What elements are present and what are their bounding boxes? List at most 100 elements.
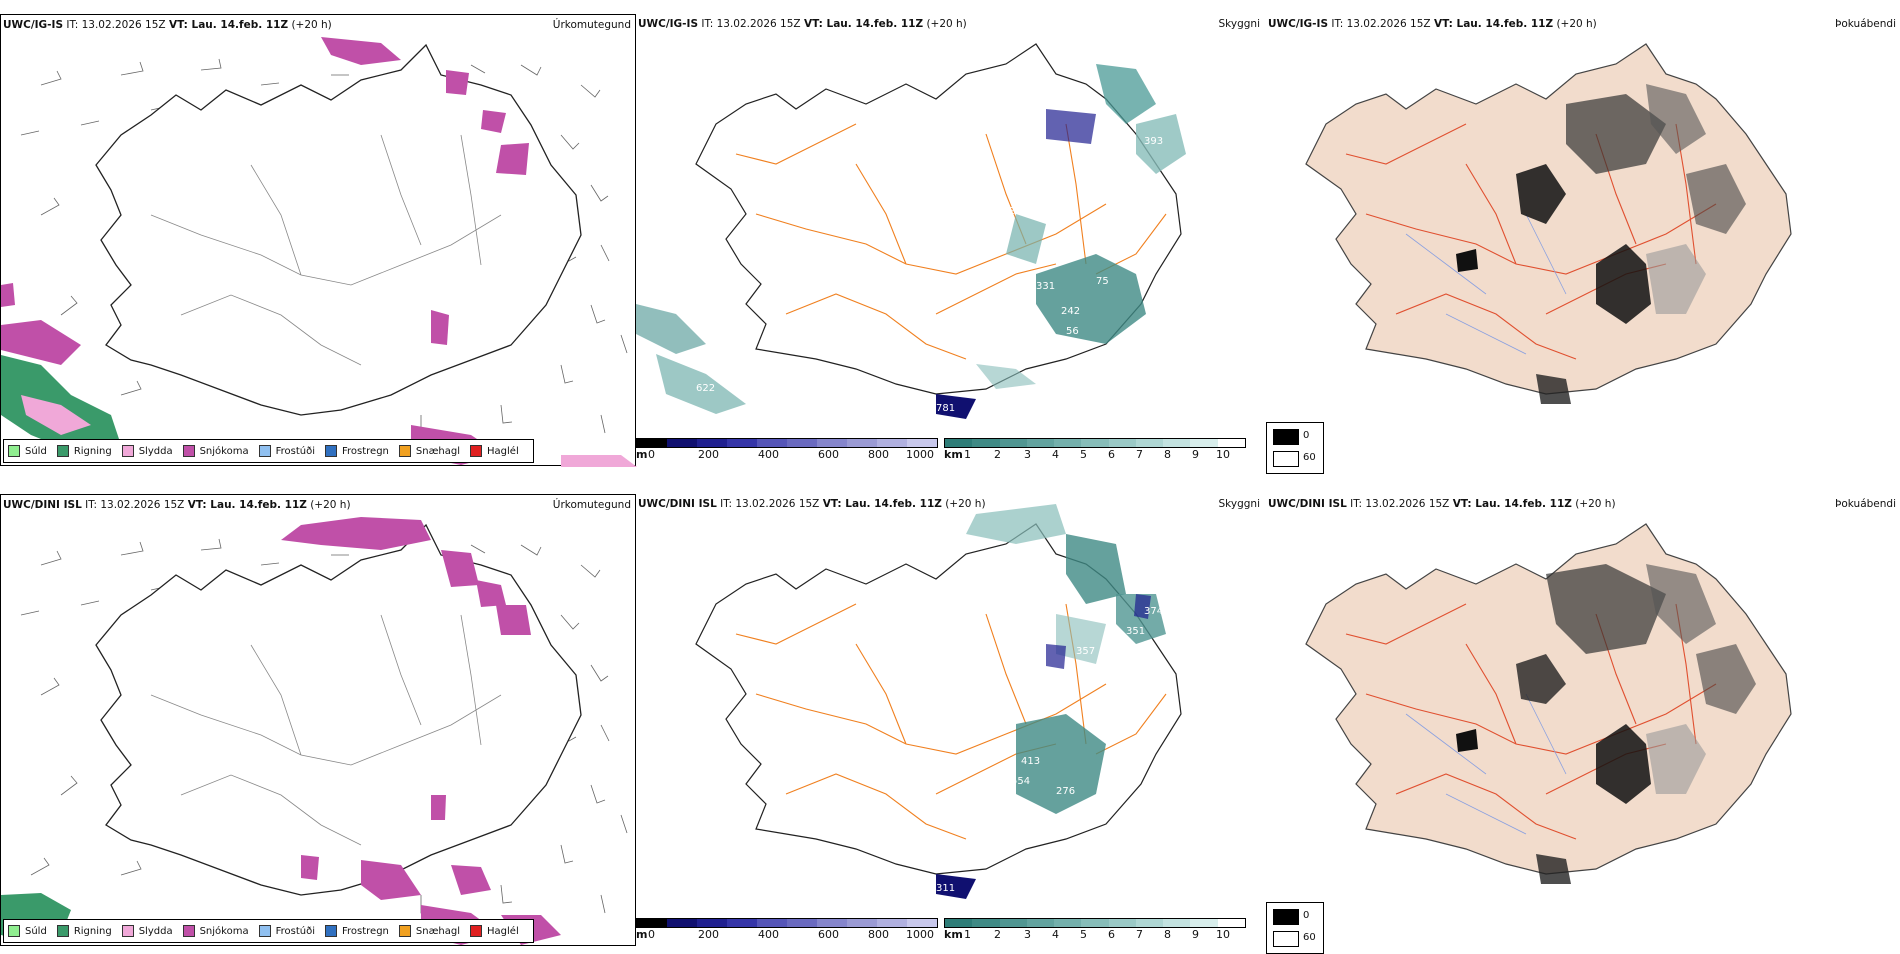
panel-header: UWC/IG-IS IT: 13.02.2026 15Z VT: Lau. 14… bbox=[1268, 18, 1597, 30]
legend-item: Rigning bbox=[56, 925, 112, 937]
fog-map bbox=[1305, 523, 1792, 884]
precip-type-legend: Súld Rigning Slydda Snjókoma Frostúði Fr… bbox=[3, 919, 534, 943]
visibility-map: 572 335 393 331 457 242 75 781 622 56 bbox=[636, 43, 1186, 419]
wind-barbs bbox=[20, 538, 628, 914]
panel-header: UWC/DINI ISL IT: 13.02.2026 15Z VT: Lau.… bbox=[638, 498, 986, 510]
colorbar-tick: 800 bbox=[868, 928, 889, 941]
legend-item: Súld bbox=[8, 925, 47, 937]
colorbar-tick: 1000 bbox=[906, 928, 934, 941]
roads bbox=[735, 603, 1167, 840]
visibility-value: 242 bbox=[1061, 306, 1080, 317]
panel-header: UWC/IG-IS IT: 13.02.2026 15Z VT: Lau. 14… bbox=[638, 18, 967, 30]
colorbar-tick: 10 bbox=[1216, 928, 1230, 941]
colorbar-unit: km bbox=[944, 928, 963, 941]
legend-item: Haglél bbox=[470, 445, 519, 457]
fog-legend-label: 60 bbox=[1303, 452, 1316, 463]
visibility-value: 75 bbox=[1096, 276, 1109, 287]
legend-item: Snæhagl bbox=[398, 925, 460, 937]
panel-header: UWC/DINI ISL IT: 13.02.2026 15Z VT: Lau.… bbox=[3, 499, 351, 511]
colorbar-tick: 7 bbox=[1136, 928, 1143, 941]
fog-legend-swatch bbox=[1273, 931, 1299, 947]
visibility-value: 781 bbox=[936, 403, 955, 414]
colorbar-tick: 4 bbox=[1052, 448, 1059, 461]
colorbar-tick: 2 bbox=[994, 448, 1001, 461]
roads bbox=[150, 134, 502, 366]
visibility-panel-row2: UWC/DINI ISL IT: 13.02.2026 15Z VT: Lau.… bbox=[636, 494, 1266, 946]
visibility-value: 457 bbox=[1016, 296, 1035, 307]
legend-item: Súld bbox=[8, 445, 47, 457]
legend-item: Frostregn bbox=[325, 925, 389, 937]
panel-title: Úrkomutegund bbox=[552, 499, 631, 511]
visibility-value: 554 bbox=[1011, 776, 1030, 787]
visibility-shapes bbox=[936, 504, 1166, 899]
visibility-map: 374 351 357 413 554 276 202 311 bbox=[695, 504, 1182, 899]
legend-item: Slydda bbox=[121, 925, 173, 937]
panel-title: Þokuábendi bbox=[1835, 18, 1896, 30]
colorbar-tick: 800 bbox=[868, 448, 889, 461]
colorbar-tick: 3 bbox=[1024, 448, 1031, 461]
panel-title: Þokuábendi bbox=[1835, 498, 1896, 510]
colorbar-tick: 9 bbox=[1192, 448, 1199, 461]
roads bbox=[150, 614, 502, 846]
visibility-value: 622 bbox=[696, 383, 715, 394]
fog-legend: 0 60 bbox=[1266, 902, 1324, 954]
fog-panel-row1: UWC/IG-IS IT: 13.02.2026 15Z VT: Lau. 14… bbox=[1266, 14, 1900, 474]
fog-panel-row2: UWC/DINI ISL IT: 13.02.2026 15Z VT: Lau.… bbox=[1266, 494, 1900, 954]
fog-legend-swatch bbox=[1273, 429, 1299, 445]
colorbar-unit: km bbox=[944, 448, 963, 461]
visibility-value: 572 bbox=[996, 206, 1015, 217]
colorbar-unit: m bbox=[636, 928, 648, 941]
fog-legend: 0 60 bbox=[1266, 422, 1324, 474]
colorbar-tick: 7 bbox=[1136, 448, 1143, 461]
colorbar-tick: 200 bbox=[698, 448, 719, 461]
precip-type-legend: Súld Rigning Slydda Snjókoma Frostúði Fr… bbox=[3, 439, 534, 463]
visibility-panel-row1: UWC/IG-IS IT: 13.02.2026 15Z VT: Lau. 14… bbox=[636, 14, 1266, 466]
fog-map bbox=[1305, 43, 1792, 404]
visibility-value: 331 bbox=[1036, 281, 1055, 292]
legend-item: Haglél bbox=[470, 925, 519, 937]
visibility-value-labels: 374 351 357 413 554 276 202 311 bbox=[936, 606, 1163, 894]
colorbar-tick: 1 bbox=[964, 928, 971, 941]
rivers bbox=[1405, 213, 1567, 355]
fog-shapes bbox=[1456, 564, 1756, 884]
visibility-value: 357 bbox=[1076, 646, 1095, 657]
height-colorbar-bar bbox=[636, 438, 938, 448]
colorbar-tick: 400 bbox=[758, 448, 779, 461]
legend-item: Snjókoma bbox=[182, 925, 249, 937]
precip-map bbox=[1, 37, 637, 467]
colorbar-tick: 8 bbox=[1164, 928, 1171, 941]
visibility-value: 335 bbox=[1099, 156, 1118, 167]
panel-title: Skyggni bbox=[1218, 498, 1261, 510]
panel-title: Skyggni bbox=[1218, 18, 1261, 30]
visibility-value: 393 bbox=[1144, 136, 1163, 147]
colorbar-tick: 8 bbox=[1164, 448, 1171, 461]
panel-title: Úrkomutegund bbox=[552, 19, 631, 31]
legend-item: Snæhagl bbox=[398, 445, 460, 457]
visibility-value-labels: 572 335 393 331 457 242 75 781 622 56 bbox=[696, 136, 1163, 414]
precip-type-panel-row1: UWC/IG-IS IT: 13.02.2026 15Z VT: Lau. 14… bbox=[0, 14, 637, 467]
iceland-outline bbox=[95, 523, 582, 896]
colorbar-tick: 400 bbox=[758, 928, 779, 941]
height-colorbar-bar bbox=[636, 918, 938, 928]
fog-legend-label: 0 bbox=[1303, 910, 1310, 921]
colorbar-tick: 4 bbox=[1052, 928, 1059, 941]
legend-item: Slydda bbox=[121, 445, 173, 457]
km-colorbar-bar bbox=[944, 918, 1246, 928]
visibility-value: 413 bbox=[1021, 756, 1040, 767]
visibility-value: 351 bbox=[1126, 626, 1145, 637]
colorbar-tick: 600 bbox=[818, 928, 839, 941]
colorbar-tick: 10 bbox=[1216, 448, 1230, 461]
roads bbox=[1345, 123, 1717, 360]
visibility-value: 276 bbox=[1056, 786, 1075, 797]
km-colorbar: km 1 2 3 4 5 6 7 8 9 10 bbox=[944, 918, 1246, 941]
colorbar-unit: m bbox=[636, 448, 648, 461]
colorbar-tick: 9 bbox=[1192, 928, 1199, 941]
height-colorbar: m 0 200 400 600 800 1000 bbox=[636, 438, 938, 461]
visibility-value: 202 bbox=[1076, 806, 1095, 817]
legend-item: Snjókoma bbox=[182, 445, 249, 457]
colorbar-tick: 1000 bbox=[906, 448, 934, 461]
colorbar-tick: 200 bbox=[698, 928, 719, 941]
colorbar-tick: 6 bbox=[1108, 928, 1115, 941]
panel-header: UWC/DINI ISL IT: 13.02.2026 15Z VT: Lau.… bbox=[1268, 498, 1616, 510]
visibility-value: 311 bbox=[936, 883, 955, 894]
